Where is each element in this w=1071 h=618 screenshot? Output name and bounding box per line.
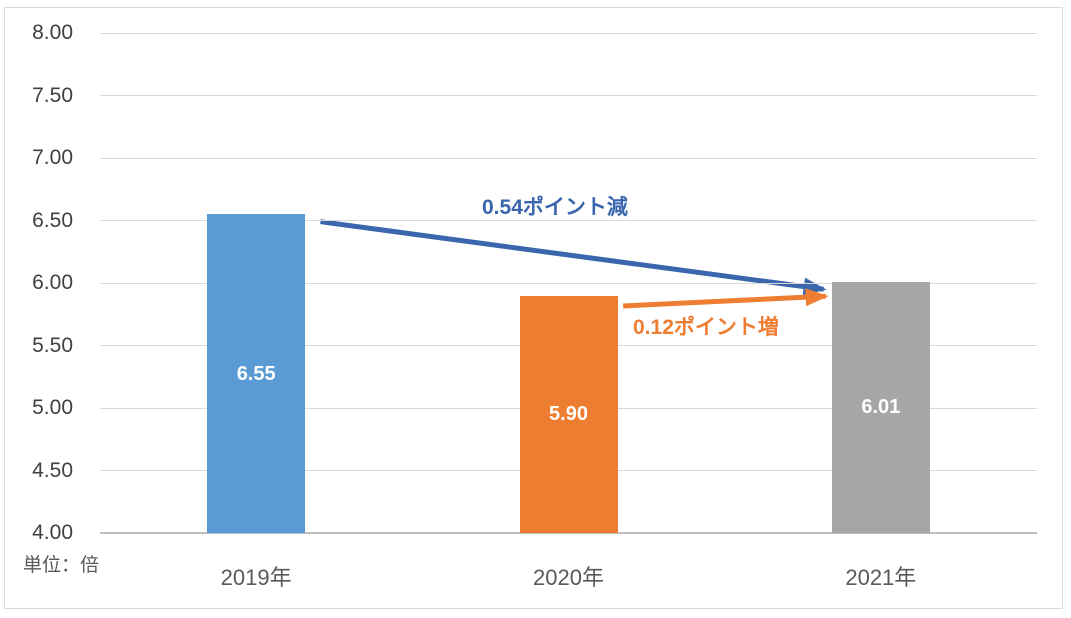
bar-value-label: 6.01 bbox=[861, 396, 901, 419]
gridline bbox=[100, 220, 1037, 221]
x-axis-line bbox=[100, 532, 1037, 534]
gridline bbox=[100, 95, 1037, 96]
y-tick-label: 5.00 bbox=[32, 396, 73, 419]
gridline bbox=[100, 157, 1037, 159]
annotation-decrease: 0.54ポイント減 bbox=[482, 196, 628, 219]
bar-value-label: 5.90 bbox=[549, 403, 588, 426]
y-tick-label: 7.50 bbox=[32, 83, 73, 107]
unit-label: 単位：倍 bbox=[23, 555, 100, 576]
gridline bbox=[100, 32, 1037, 34]
bar-2020年 bbox=[519, 295, 618, 533]
chart-frame: 0.54ポイント減 0.12ポイント増 単位：倍 8.00 7.50 7.00 6.5… bbox=[4, 7, 1063, 609]
increase-arrow bbox=[622, 288, 829, 309]
gridline bbox=[100, 282, 1037, 284]
y-tick-label: 7.00 bbox=[32, 146, 73, 169]
bar-2021年 bbox=[831, 281, 930, 533]
x-category-label: 2021年 bbox=[845, 565, 917, 590]
y-tick-label: 4.00 bbox=[32, 521, 73, 544]
y-tick-label: 5.50 bbox=[32, 333, 73, 357]
y-tick-label: 4.50 bbox=[32, 458, 73, 482]
y-tick-label: 8.00 bbox=[32, 21, 73, 44]
annotation-increase: 0.12ポイント増 bbox=[633, 316, 779, 339]
decrease-arrow bbox=[320, 219, 827, 296]
bar-value-label: 6.55 bbox=[236, 362, 276, 385]
bar-2019年 bbox=[207, 214, 306, 533]
x-category-label: 2020年 bbox=[533, 565, 604, 590]
y-tick-label: 6.00 bbox=[32, 271, 73, 294]
plot-area: 0.54ポイント減 0.12ポイント増 単位：倍 8.00 7.50 7.00 6.5… bbox=[5, 8, 1062, 608]
x-category-label: 2019年 bbox=[220, 565, 292, 590]
y-tick-label: 6.50 bbox=[32, 208, 73, 232]
